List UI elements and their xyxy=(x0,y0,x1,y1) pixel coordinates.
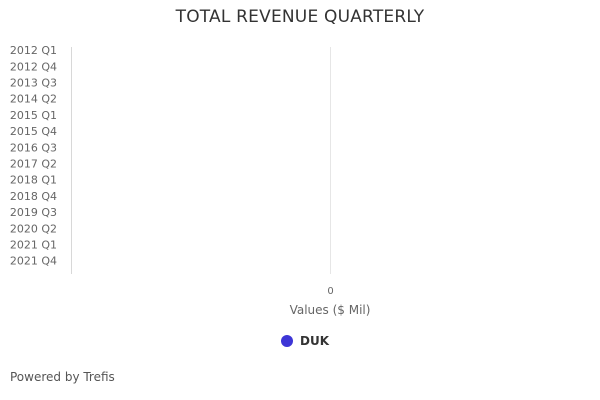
y-tick-label: 2015 Q4 xyxy=(10,125,57,138)
y-tick-label: 2015 Q1 xyxy=(10,109,57,122)
y-tick-label: 2013 Q3 xyxy=(10,77,57,90)
y-tick-label: 2021 Q1 xyxy=(10,239,57,252)
legend-label: DUK xyxy=(299,334,329,348)
y-tick-label: 2014 Q2 xyxy=(10,93,57,106)
y-tick-label: 2012 Q4 xyxy=(10,60,57,73)
x-axis-tick-labels: 0 xyxy=(327,286,333,297)
y-tick-label: 2016 Q3 xyxy=(10,141,57,154)
x-tick-label: 0 xyxy=(327,286,333,297)
legend-marker-icon xyxy=(280,335,293,347)
x-axis-title: Values ($ Mil) xyxy=(290,303,371,317)
legend: DUK xyxy=(0,334,600,348)
y-tick-label: 2021 Q4 xyxy=(10,255,57,268)
y-tick-label: 2018 Q1 xyxy=(10,174,57,187)
y-tick-label: 2018 Q4 xyxy=(10,190,57,203)
y-tick-label: 2017 Q2 xyxy=(10,158,57,171)
y-axis-tick-labels: 2012 Q1 2012 Q4 2013 Q3 2014 Q2 2015 Q1 2015 … xyxy=(10,44,57,268)
legend-item[interactable]: DUK xyxy=(280,334,329,348)
chart-title: TOTAL REVENUE QUARTERLY xyxy=(175,7,425,27)
y-tick-label: 2019 Q3 xyxy=(10,206,57,219)
credits-text: Powered by Trefis xyxy=(10,370,115,384)
y-tick-label: 2012 Q1 xyxy=(10,44,57,57)
y-tick-label: 2020 Q2 xyxy=(10,222,57,235)
